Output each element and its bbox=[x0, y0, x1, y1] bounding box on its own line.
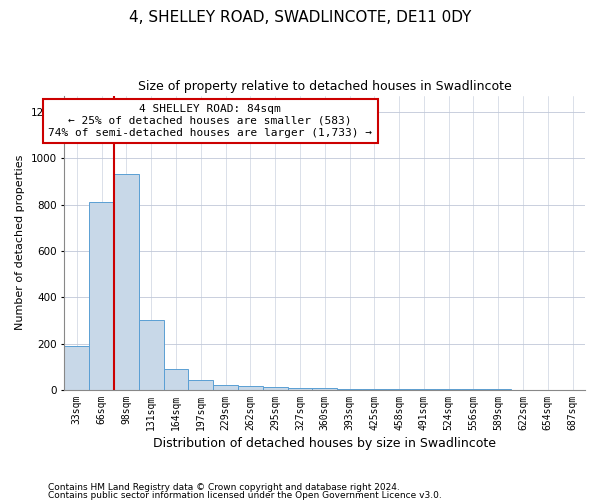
Bar bbox=[164, 369, 188, 390]
Bar bbox=[263, 387, 287, 390]
Text: Contains public sector information licensed under the Open Government Licence v3: Contains public sector information licen… bbox=[48, 490, 442, 500]
Bar bbox=[188, 380, 213, 390]
Text: 4, SHELLEY ROAD, SWADLINCOTE, DE11 0DY: 4, SHELLEY ROAD, SWADLINCOTE, DE11 0DY bbox=[129, 10, 471, 25]
Bar bbox=[89, 202, 114, 390]
Bar bbox=[287, 388, 313, 390]
Bar bbox=[139, 320, 164, 390]
Bar bbox=[412, 389, 436, 390]
Bar bbox=[213, 386, 238, 390]
Text: Contains HM Land Registry data © Crown copyright and database right 2024.: Contains HM Land Registry data © Crown c… bbox=[48, 484, 400, 492]
Bar bbox=[313, 388, 337, 390]
Bar bbox=[337, 389, 362, 390]
Bar bbox=[386, 389, 412, 390]
Bar bbox=[114, 174, 139, 390]
Bar bbox=[238, 386, 263, 390]
Text: 4 SHELLEY ROAD: 84sqm
← 25% of detached houses are smaller (583)
74% of semi-det: 4 SHELLEY ROAD: 84sqm ← 25% of detached … bbox=[48, 104, 372, 138]
Y-axis label: Number of detached properties: Number of detached properties bbox=[15, 155, 25, 330]
Bar bbox=[64, 346, 89, 390]
X-axis label: Distribution of detached houses by size in Swadlincote: Distribution of detached houses by size … bbox=[153, 437, 496, 450]
Bar bbox=[362, 389, 386, 390]
Title: Size of property relative to detached houses in Swadlincote: Size of property relative to detached ho… bbox=[138, 80, 512, 93]
